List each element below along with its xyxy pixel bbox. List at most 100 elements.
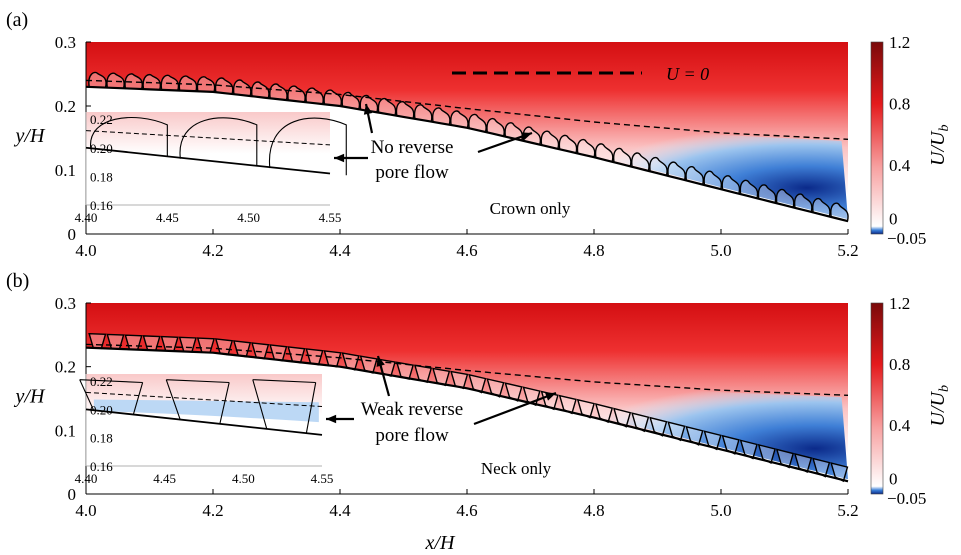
inset: 4.40 4.45 4.50 4.55 0.16 0.18 0.20 0.22 bbox=[75, 374, 333, 486]
pore-grain bbox=[576, 138, 596, 159]
arrow-shaft bbox=[473, 391, 557, 426]
inset-background bbox=[86, 112, 330, 205]
pore-grain bbox=[540, 130, 560, 150]
inset-pore-grain bbox=[165, 379, 230, 425]
x-tick-label: 5.0 bbox=[710, 241, 731, 260]
y-axis-label: y/H bbox=[14, 125, 46, 147]
colorbar-tick-label: 0.8 bbox=[889, 94, 910, 113]
y-tick-label: 0.2 bbox=[55, 97, 76, 116]
colorbar-label: U/Ub bbox=[927, 385, 952, 426]
x-tick-label: 4.4 bbox=[329, 501, 351, 520]
inset-y-tick-label: 0.20 bbox=[90, 402, 113, 417]
inset-x-tick-label: 4.45 bbox=[156, 210, 179, 225]
inset-background bbox=[86, 374, 322, 466]
arrow-head bbox=[326, 414, 337, 424]
inset-x-tick-label: 4.55 bbox=[319, 210, 342, 225]
pore-grain bbox=[793, 193, 813, 213]
panel-label: (b) bbox=[6, 270, 29, 292]
inset-y-tick-label: 0.18 bbox=[90, 431, 113, 446]
inset-y-tick-label: 0.20 bbox=[90, 141, 113, 156]
inset-pore-grain bbox=[90, 117, 168, 157]
colorbar-label-subscript: b bbox=[937, 385, 952, 392]
y-tick-label: 0.2 bbox=[55, 358, 76, 377]
pore-grain bbox=[594, 143, 614, 163]
wall-surface-line bbox=[85, 85, 849, 223]
x-tick-label: 4.2 bbox=[202, 501, 223, 520]
inset-y-tick-label: 0.22 bbox=[90, 112, 113, 127]
inset-pore-grain bbox=[269, 117, 347, 176]
colorbar-a: 1.2 0.8 0.4 0−0.05 U/Ub bbox=[870, 33, 952, 248]
legend-label: U = 0 bbox=[666, 64, 709, 84]
inset-wall-line bbox=[85, 146, 331, 175]
inset-pore-grain bbox=[179, 117, 258, 166]
pore-grain bbox=[486, 117, 505, 138]
annotation-line-2: pore flow bbox=[375, 162, 449, 183]
colorbar-tick-label: −0.05 bbox=[887, 229, 926, 248]
pore-grain bbox=[251, 81, 270, 99]
colorbar-tick-label: 0.4 bbox=[889, 416, 911, 435]
inset-pore-grain bbox=[79, 379, 144, 416]
case-label: Crown only bbox=[490, 199, 571, 218]
pore-grain bbox=[124, 73, 143, 90]
pore-grain bbox=[214, 77, 234, 95]
annotation-arrows bbox=[326, 355, 557, 426]
pore-grain bbox=[88, 71, 107, 89]
inset-wall-line bbox=[85, 408, 323, 436]
pore-grain bbox=[830, 202, 849, 222]
pore-grain bbox=[359, 94, 379, 114]
annotation-arrows bbox=[334, 103, 533, 163]
panel-label: (a) bbox=[6, 9, 28, 31]
y-axis-label: y/H bbox=[14, 386, 46, 408]
colorbar-tick-label: 1.2 bbox=[889, 294, 910, 313]
x-tick-label: 5.2 bbox=[837, 241, 858, 260]
inset-zero-velocity-line bbox=[85, 130, 331, 146]
pore-grain bbox=[468, 113, 487, 133]
pore-grain bbox=[341, 91, 361, 111]
pore-grain bbox=[106, 72, 125, 90]
pore-grain bbox=[558, 134, 578, 154]
y-tick-label: 0.3 bbox=[55, 294, 76, 313]
pore-grain bbox=[649, 156, 668, 177]
inset-x-tick-label: 4.40 bbox=[75, 471, 98, 486]
legend: U = 0 bbox=[452, 64, 709, 84]
colorbar-scale bbox=[870, 41, 884, 235]
arrow-head bbox=[545, 392, 556, 401]
annotation-line-1: Weak reverse bbox=[361, 399, 463, 420]
pore-grain bbox=[667, 161, 686, 181]
colorbar-tick-label: 0 bbox=[889, 209, 898, 228]
inset-y-tick-label: 0.16 bbox=[90, 459, 113, 474]
inset-reverse-flow bbox=[93, 399, 319, 423]
pore-grain bbox=[450, 110, 469, 129]
x-tick-label: 5.0 bbox=[710, 501, 731, 520]
pore-grain bbox=[739, 179, 759, 200]
pore-grain bbox=[269, 83, 288, 101]
inset-y-tick-label: 0.16 bbox=[90, 198, 113, 213]
inset: 4.40 4.45 4.50 4.55 0.16 0.18 0.20 0.22 bbox=[75, 112, 347, 225]
axes: 4.0 4.2 4.4 4.6 4.8 5.0 5.2 0 0.1 0.2 0.3 y/H bbox=[14, 33, 859, 260]
pore-grain bbox=[703, 170, 723, 190]
x-tick-label: 5.2 bbox=[837, 501, 858, 520]
colorbar-b: 1.2 0.8 0.4 0−0.05 U/Ub bbox=[870, 294, 952, 508]
x-tick-label: 4.4 bbox=[329, 241, 351, 260]
axes: 4.0 4.2 4.4 4.6 4.8 5.0 5.2 0 0.1 0.2 0.3 y/H bbox=[14, 294, 859, 520]
pore-grain bbox=[395, 101, 415, 120]
arrow-head bbox=[376, 356, 385, 367]
colorbar-tick-label: 1.2 bbox=[889, 33, 910, 52]
pore-grain bbox=[685, 166, 704, 186]
pore-grain bbox=[413, 104, 433, 123]
colorbar-label-subscript: b bbox=[937, 125, 952, 132]
colorbar-label: U/Ub bbox=[927, 125, 952, 166]
annotation-line-2: pore flow bbox=[375, 425, 449, 446]
colorbar-tick-label: −0.05 bbox=[887, 489, 926, 508]
x-tick-label: 4.6 bbox=[456, 501, 477, 520]
y-tick-label: 0.3 bbox=[55, 33, 76, 52]
inset-x-tick-label: 4.50 bbox=[232, 471, 255, 486]
case-label: Neck only bbox=[481, 459, 552, 478]
colorbar-tick-label: 0.8 bbox=[889, 355, 910, 374]
inset-x-tick-label: 4.50 bbox=[237, 210, 260, 225]
x-tick-label: 4.6 bbox=[456, 241, 477, 260]
x-tick-label: 4.0 bbox=[75, 241, 96, 260]
arrow-head bbox=[363, 104, 373, 115]
x-tick-label: 4.0 bbox=[75, 501, 96, 520]
